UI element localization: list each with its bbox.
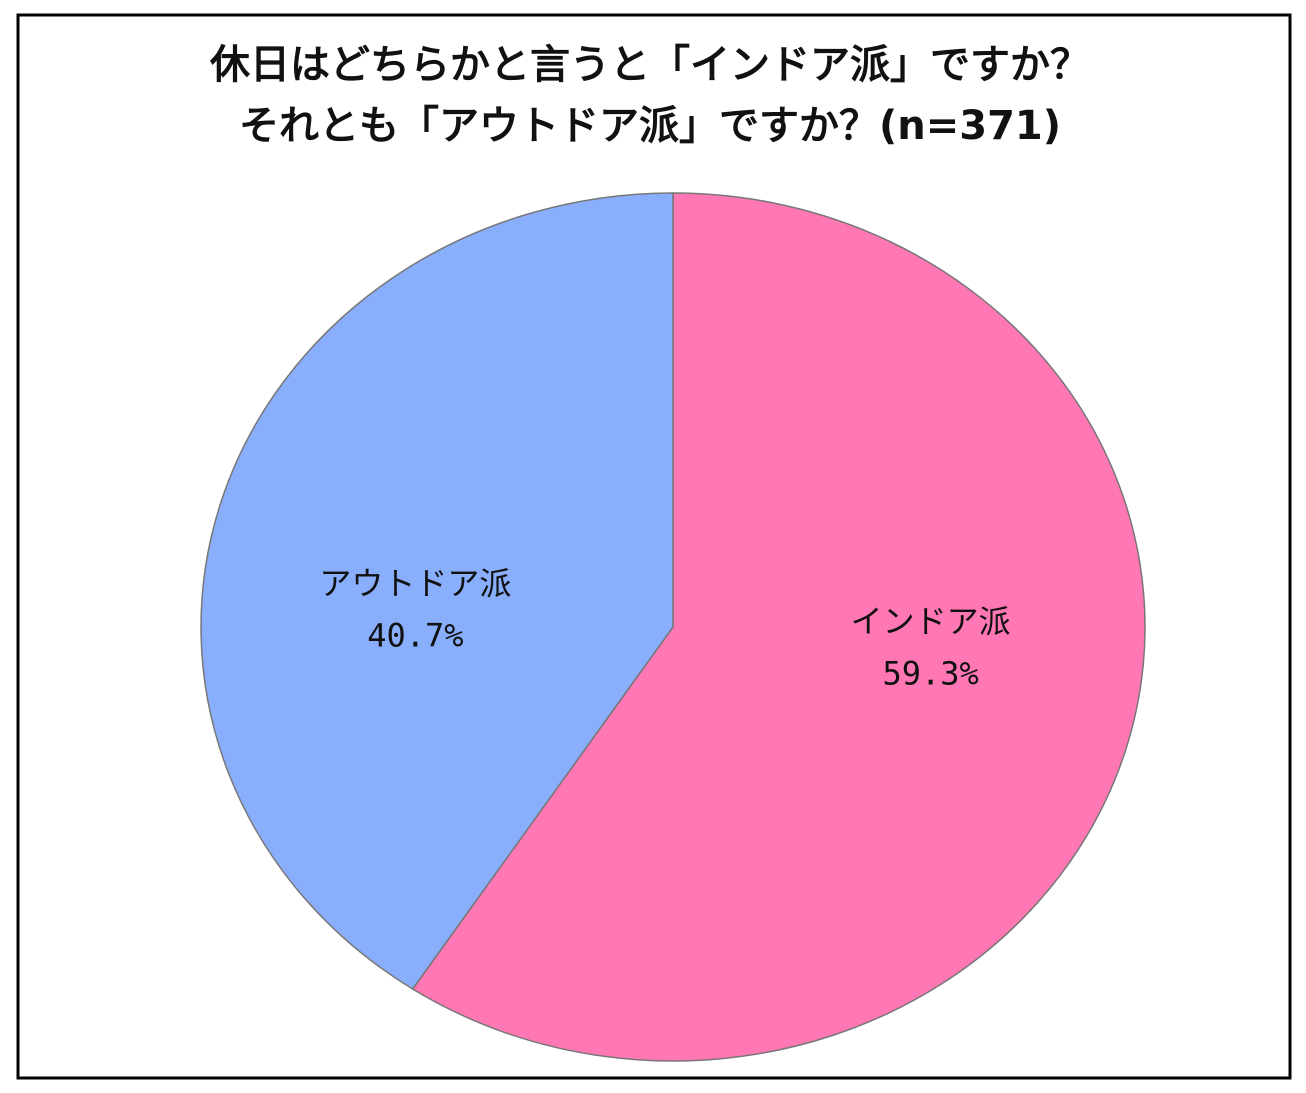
pie-slice <box>411 192 1146 1062</box>
pie-slice <box>200 192 674 990</box>
slice-label: アウトドア派 <box>319 565 511 603</box>
value-label: 59.3% <box>882 654 978 692</box>
value-label: 40.7% <box>367 617 463 655</box>
chart-title: 休日はどちらかと言うと「インドア派」ですか？ <box>209 42 1090 88</box>
slice-label: インドア派 <box>851 602 1011 640</box>
chart-title: それとも「アウトドア派」ですか？(n=371) <box>239 103 1061 149</box>
